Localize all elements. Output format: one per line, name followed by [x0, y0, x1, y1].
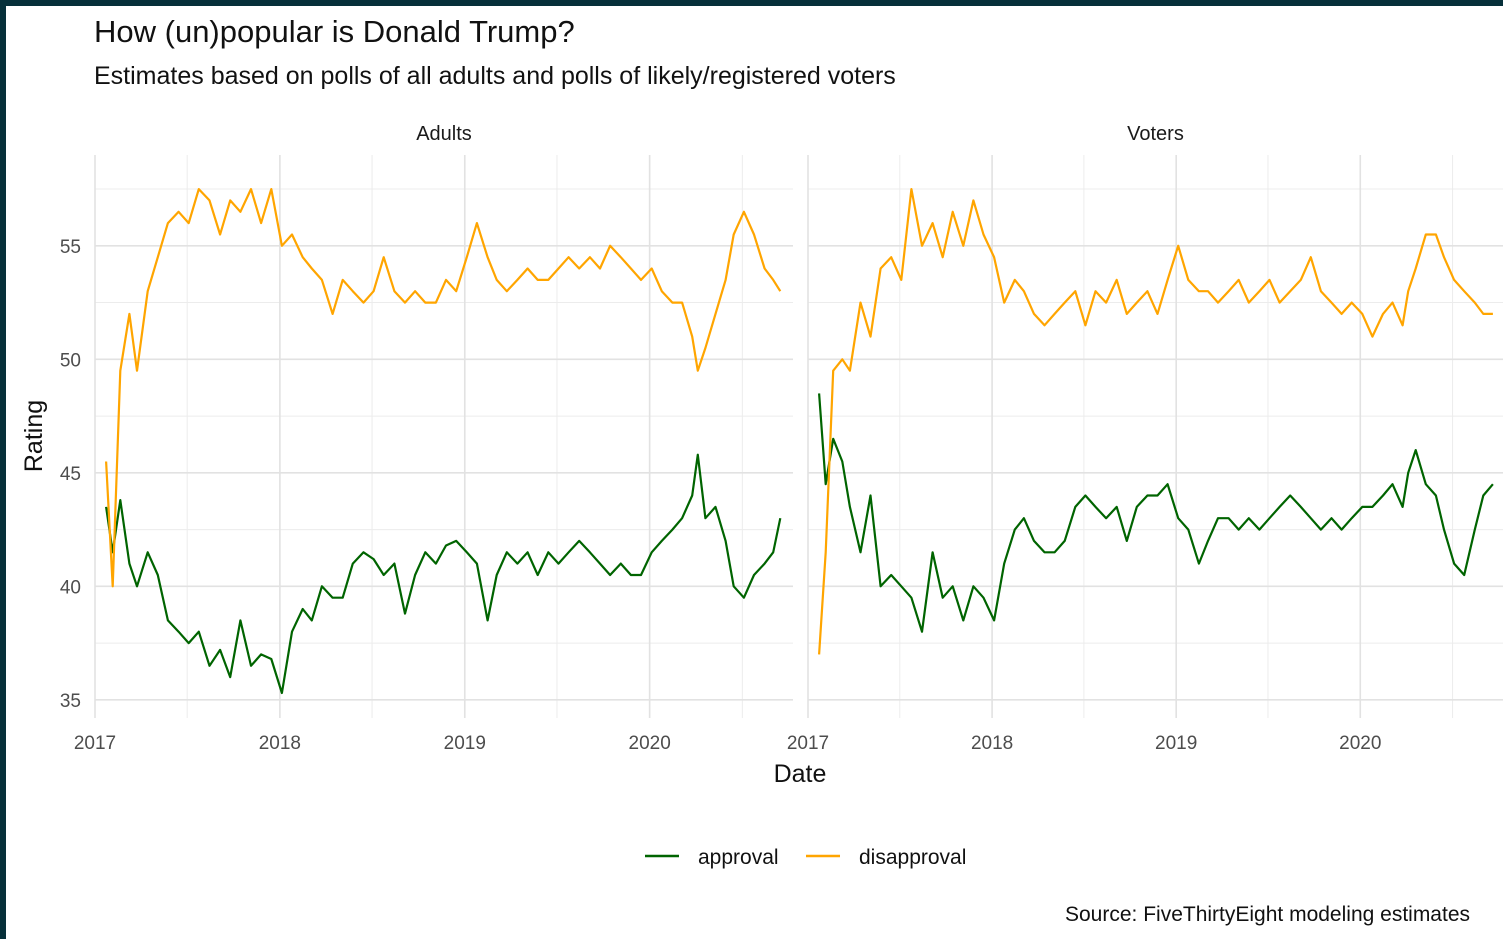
series-line-disapproval — [105, 188, 782, 588]
facet-panels: 35 40 45 50 55 2017 2018 2019 2020 Adults 2017 2018… — [60, 123, 1503, 754]
y-tick-label: 50 — [60, 350, 81, 371]
chart-subtitle: Estimates based on polls of all adults a… — [94, 62, 896, 90]
x-tick-label: 2018 — [259, 733, 301, 754]
facet-panel-adults: 35 40 45 50 55 2017 2018 2019 2020 Adults — [60, 123, 793, 754]
y-tick-label: 40 — [60, 577, 81, 598]
series-line-disapproval — [818, 188, 1493, 655]
x-tick-label: 2019 — [444, 733, 486, 754]
legend: approval disapproval — [645, 846, 966, 869]
x-tick-label: 2018 — [971, 733, 1013, 754]
x-axis-title: Date — [774, 760, 827, 788]
y-axis-title: Rating — [20, 400, 48, 472]
y-tick-label: 55 — [60, 237, 81, 258]
x-tick-label: 2017 — [787, 733, 829, 754]
legend-label-disapproval: disapproval — [859, 846, 966, 869]
facet-panel-voters: 2017 2018 2019 2020 Voters — [787, 123, 1503, 754]
legend-label-approval: approval — [698, 846, 779, 869]
series-line-approval — [105, 453, 782, 695]
y-tick-label: 45 — [60, 464, 81, 485]
source-caption: Source: FiveThirtyEight modeling estimat… — [1065, 903, 1470, 926]
facet-strip-label: Voters — [1127, 123, 1184, 145]
y-tick-label: 35 — [60, 691, 81, 712]
series-line-approval — [818, 393, 1494, 633]
x-tick-label: 2020 — [1339, 733, 1381, 754]
legend-item-disapproval: disapproval — [806, 846, 966, 869]
facet-strip-label: Adults — [416, 123, 472, 145]
chart-title: How (un)popular is Donald Trump? — [94, 14, 575, 49]
legend-item-approval: approval — [645, 846, 779, 869]
x-tick-label: 2020 — [629, 733, 671, 754]
x-tick-label: 2017 — [74, 733, 116, 754]
x-tick-label: 2019 — [1155, 733, 1197, 754]
